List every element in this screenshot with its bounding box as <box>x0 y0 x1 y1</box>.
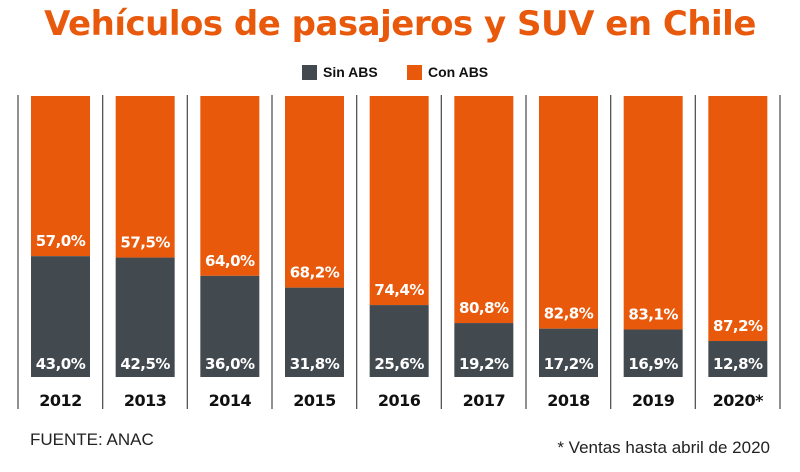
x-tick-label: 2012 <box>39 391 82 410</box>
data-label-sin-abs: 19,2% <box>459 355 509 373</box>
bar-sin-abs-2014 <box>200 275 260 377</box>
bar-sin-abs-2020 <box>708 341 768 377</box>
legend-swatch-con-abs <box>407 64 422 80</box>
source-note: FUENTE: ANAC <box>30 430 154 449</box>
x-tick-label: 2019 <box>632 391 675 410</box>
chart-title: Vehículos de pasajeros y SUV en Chile <box>44 4 756 44</box>
data-label-con-abs: 87,2% <box>713 317 763 335</box>
data-label-sin-abs: 42,5% <box>120 355 170 373</box>
data-label-con-abs: 57,0% <box>36 232 86 250</box>
bar-con-abs-2013 <box>115 96 175 258</box>
bar-sin-abs-2019 <box>623 329 683 377</box>
bar-con-abs-2017 <box>454 96 514 324</box>
bar-con-abs-2020 <box>708 96 768 342</box>
legend-label-con-abs: Con ABS <box>428 64 489 80</box>
legend-swatch-sin-abs <box>302 64 317 80</box>
bar-con-abs-2016 <box>369 96 429 306</box>
x-tick-label: 2016 <box>378 391 421 410</box>
data-label-con-abs: 82,8% <box>544 305 594 323</box>
x-tick-label: 2018 <box>547 391 590 410</box>
bar-sin-abs-2015 <box>285 287 344 377</box>
data-label-con-abs: 64,0% <box>205 252 255 270</box>
legend-label-sin-abs: Sin ABS <box>323 64 378 80</box>
bar-sin-abs-2013 <box>115 257 175 377</box>
bar-sin-abs-2017 <box>454 323 514 377</box>
x-tick-label: 2015 <box>293 391 336 410</box>
data-label-con-abs: 83,1% <box>628 306 678 324</box>
data-label-con-abs: 57,5% <box>120 234 170 252</box>
data-label-con-abs: 80,8% <box>459 299 509 317</box>
bar-con-abs-2012 <box>31 96 90 257</box>
bar-con-abs-2015 <box>285 96 344 288</box>
x-tick-label: 2020* <box>713 391 765 410</box>
bar-con-abs-2018 <box>539 96 598 329</box>
legend-item-con-abs: Con ABS <box>407 64 488 80</box>
bar-sin-abs-2016 <box>369 305 429 377</box>
data-label-con-abs: 74,4% <box>374 281 424 299</box>
data-label-sin-abs: 43,0% <box>36 355 86 373</box>
x-tick-label: 2013 <box>124 391 167 410</box>
x-tick-label: 2017 <box>463 391 506 410</box>
bar-con-abs-2014 <box>200 96 260 276</box>
bar-sin-abs-2012 <box>31 256 90 377</box>
data-label-sin-abs: 12,8% <box>713 355 763 373</box>
data-label-con-abs: 68,2% <box>290 264 340 282</box>
bar-sin-abs-2018 <box>539 328 598 377</box>
legend-item-sin-abs: Sin ABS <box>302 64 378 80</box>
data-label-sin-abs: 16,9% <box>628 355 678 373</box>
data-label-sin-abs: 31,8% <box>290 355 340 373</box>
data-label-sin-abs: 17,2% <box>544 355 594 373</box>
x-tick-label: 2014 <box>209 391 252 410</box>
data-label-sin-abs: 25,6% <box>374 355 424 373</box>
bar-con-abs-2019 <box>623 96 683 330</box>
legend: Sin ABS Con ABS <box>0 64 800 84</box>
data-label-sin-abs: 36,0% <box>205 355 255 373</box>
footnote: * Ventas hasta abril de 2020 <box>557 438 770 457</box>
